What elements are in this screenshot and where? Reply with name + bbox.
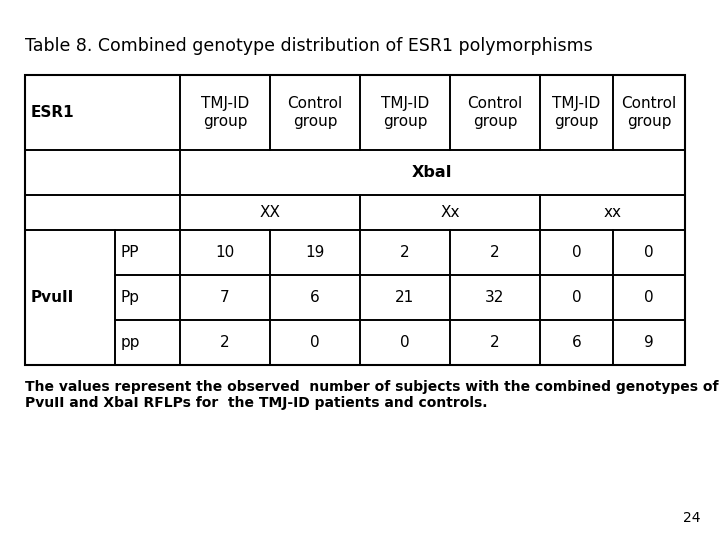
Bar [115, 230, 180, 275]
Text: 6: 6 [572, 335, 581, 350]
Bar [540, 320, 613, 365]
Bar [270, 275, 360, 320]
Bar [613, 75, 685, 150]
Bar [360, 195, 540, 230]
Text: 7: 7 [220, 290, 230, 305]
Text: pp: pp [121, 335, 140, 350]
Bar [270, 320, 360, 365]
Text: 2: 2 [400, 245, 410, 260]
Bar [613, 275, 685, 320]
Bar [613, 320, 685, 365]
Bar [180, 75, 270, 150]
Bar [180, 230, 270, 275]
Bar [270, 230, 360, 275]
Bar [450, 230, 540, 275]
Text: 9: 9 [644, 335, 654, 350]
Bar [613, 230, 685, 275]
Bar [360, 75, 450, 150]
Text: Control
group: Control group [621, 96, 677, 129]
Text: 0: 0 [310, 335, 320, 350]
Bar [450, 275, 540, 320]
Bar [25, 150, 180, 195]
Bar [540, 275, 613, 320]
Text: Control
group: Control group [467, 96, 523, 129]
Text: 0: 0 [644, 290, 654, 305]
Text: PvuII: PvuII [31, 290, 74, 305]
Text: 0: 0 [572, 290, 581, 305]
Bar [25, 195, 180, 230]
Text: 24: 24 [683, 511, 700, 525]
Text: Pp: Pp [121, 290, 140, 305]
Bar [25, 75, 685, 365]
Text: 2: 2 [490, 335, 500, 350]
Bar [115, 275, 180, 320]
Bar [360, 230, 450, 275]
Text: TMJ-ID
group: TMJ-ID group [381, 96, 429, 129]
Text: 2: 2 [220, 335, 230, 350]
Text: PP: PP [121, 245, 140, 260]
Text: 21: 21 [395, 290, 415, 305]
Text: The values represent the observed  number of subjects with the combined genotype: The values represent the observed number… [25, 380, 719, 410]
Text: 2: 2 [490, 245, 500, 260]
Bar [540, 230, 613, 275]
Text: ESR1: ESR1 [31, 105, 75, 120]
Bar [450, 75, 540, 150]
Bar [115, 320, 180, 365]
Text: 32: 32 [485, 290, 505, 305]
Bar [25, 230, 115, 365]
Bar [180, 195, 360, 230]
Text: 10: 10 [215, 245, 235, 260]
Text: 0: 0 [400, 335, 410, 350]
Text: xx: xx [603, 205, 621, 220]
Text: Control
group: Control group [287, 96, 343, 129]
Bar [450, 320, 540, 365]
Text: Xx: Xx [440, 205, 460, 220]
Bar [270, 75, 360, 150]
Text: TMJ-ID
group: TMJ-ID group [552, 96, 600, 129]
Bar [360, 275, 450, 320]
Text: 0: 0 [572, 245, 581, 260]
Text: Table 8. Combined genotype distribution of ESR1 polymorphisms: Table 8. Combined genotype distribution … [25, 37, 593, 55]
Text: XX: XX [259, 205, 281, 220]
Bar [360, 320, 450, 365]
Bar [180, 150, 685, 195]
Text: TMJ-ID
group: TMJ-ID group [201, 96, 249, 129]
Bar [180, 320, 270, 365]
Bar [180, 275, 270, 320]
Text: 0: 0 [644, 245, 654, 260]
Text: 19: 19 [305, 245, 325, 260]
Text: XbaI: XbaI [412, 165, 453, 180]
Bar [540, 195, 685, 230]
Text: 6: 6 [310, 290, 320, 305]
Bar [25, 75, 180, 150]
Bar [540, 75, 613, 150]
